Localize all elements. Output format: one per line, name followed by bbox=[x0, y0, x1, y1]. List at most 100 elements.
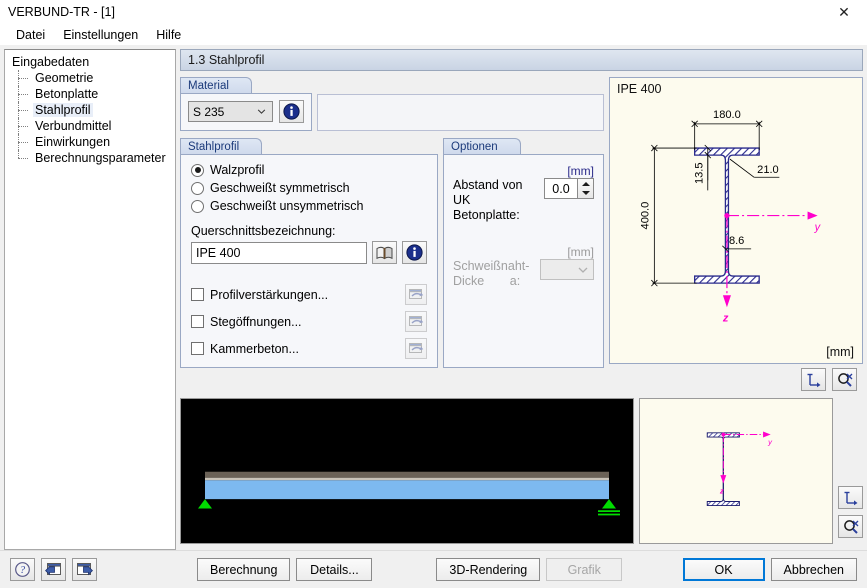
weld-field-row: Schweißnaht- Dicke a: bbox=[453, 259, 594, 289]
menu-item-hilfe[interactable]: Hilfe bbox=[156, 27, 182, 42]
tree-item-label: Verbundmittel bbox=[35, 119, 112, 133]
axis-system: y z bbox=[719, 431, 773, 496]
weld-thickness-select bbox=[540, 259, 594, 280]
tree-item-label: Betonplatte bbox=[35, 87, 99, 101]
sidebar-item-stahlprofil[interactable]: Stahlprofil bbox=[9, 102, 175, 118]
dimension-width bbox=[691, 120, 763, 151]
material-empty-panel bbox=[317, 94, 604, 131]
material-select-value: S 235 bbox=[193, 104, 225, 119]
radio-walzprofil[interactable]: Walzprofil bbox=[191, 163, 427, 177]
cross-section-library-button[interactable] bbox=[372, 241, 397, 264]
material-select[interactable]: S 235 bbox=[188, 101, 273, 122]
section-dimension-toggle-button[interactable] bbox=[838, 486, 863, 509]
ok-button[interactable]: OK bbox=[682, 558, 765, 581]
rendering-3d-button[interactable]: 3D-Rendering bbox=[436, 558, 541, 581]
checkbox-row-profilverstaerkungen: Profilverstärkungen... bbox=[191, 284, 427, 305]
radio-geschweisst-unsymmetrisch[interactable]: Geschweißt unsymmetrisch bbox=[191, 199, 427, 213]
weld-label-line2: Dicke bbox=[453, 274, 485, 288]
sidebar-item-geometrie[interactable]: Geometrie bbox=[9, 70, 175, 86]
beam-render-view[interactable] bbox=[180, 398, 634, 544]
section-preview-drawing: y z bbox=[706, 431, 773, 507]
section-preview-wrap: y z bbox=[639, 398, 863, 544]
previous-window-icon bbox=[45, 563, 61, 576]
tree-item-label: Einwirkungen bbox=[35, 135, 111, 149]
info-icon bbox=[406, 244, 423, 261]
main-body: Eingabedaten Geometrie Betonplatte Stahl… bbox=[0, 45, 867, 550]
distance-field-row: Abstand von UK Betonplatte: bbox=[453, 178, 594, 223]
radio-indicator bbox=[191, 199, 204, 213]
section-preview-toolbar bbox=[838, 398, 863, 544]
axis-system: y z bbox=[722, 211, 822, 324]
sidebar-item-betonplatte[interactable]: Betonplatte bbox=[9, 86, 175, 102]
dimension-width-label: 180.0 bbox=[713, 109, 741, 121]
menu-item-datei[interactable]: Datei bbox=[16, 27, 46, 42]
berechnung-button[interactable]: Berechnung bbox=[197, 558, 291, 581]
tree-item-label: Stahlprofil bbox=[33, 103, 93, 117]
distance-stepper[interactable] bbox=[544, 178, 594, 199]
checkbox-profilverstaerkungen[interactable] bbox=[191, 288, 204, 301]
help-button[interactable]: ? bbox=[10, 558, 35, 581]
radio-indicator bbox=[191, 181, 204, 195]
edit-stegoeffnungen-button[interactable] bbox=[405, 311, 427, 332]
edit-dialog-icon bbox=[408, 343, 423, 353]
cancel-button[interactable]: Abbrechen bbox=[770, 558, 857, 581]
material-group-body: S 235 bbox=[180, 93, 312, 131]
steel-profile-group-header: Stahlprofil bbox=[180, 138, 263, 155]
title-bar: VERBUND-TR - [1] ✕ bbox=[0, 0, 867, 24]
checkbox-label: Stegöffnungen... bbox=[210, 314, 302, 329]
checkbox-kammerbeton[interactable] bbox=[191, 342, 204, 355]
close-icon[interactable]: ✕ bbox=[838, 3, 850, 20]
sidebar-item-verbundmittel[interactable]: Verbundmittel bbox=[9, 118, 175, 134]
info-icon bbox=[283, 103, 300, 120]
previous-window-button[interactable] bbox=[41, 558, 66, 581]
bottom-toolbar: ? Berechnung Details... 3D-Rendering Gra… bbox=[0, 550, 867, 588]
radio-geschweisst-symmetrisch[interactable]: Geschweißt symmetrisch bbox=[191, 181, 427, 195]
upper-area: Material S 235 bbox=[180, 71, 863, 392]
menu-item-einstellungen[interactable]: Einstellungen bbox=[63, 27, 139, 42]
distance-input[interactable] bbox=[544, 178, 577, 199]
edit-profilverstaerkungen-button[interactable] bbox=[405, 284, 427, 305]
svg-text:?: ? bbox=[20, 565, 25, 576]
profile-zoom-reset-button[interactable] bbox=[832, 368, 857, 392]
tree-item-label: Geometrie bbox=[35, 71, 94, 85]
stepper-arrows[interactable] bbox=[577, 178, 594, 199]
details-button[interactable]: Details... bbox=[296, 558, 373, 581]
sidebar-item-berechnungsparameter[interactable]: Berechnungsparameter bbox=[9, 150, 175, 166]
section-zoom-reset-button[interactable] bbox=[838, 515, 863, 538]
profile-preview-title: IPE 400 bbox=[617, 82, 662, 96]
cross-section-input[interactable] bbox=[191, 241, 367, 264]
stepper-up-icon[interactable] bbox=[581, 181, 590, 186]
checkbox-label: Kammerbeton... bbox=[210, 341, 299, 356]
distance-label-line2: Betonplatte: bbox=[453, 208, 520, 222]
profile-preview-frame[interactable]: IPE 400 [mm] bbox=[609, 77, 863, 365]
steel-profile-group-body: Walzprofil Geschweißt symmetrisch Geschw… bbox=[180, 154, 438, 368]
axis-label-y: y bbox=[814, 222, 822, 234]
material-info-button[interactable] bbox=[279, 100, 304, 123]
section-preview-view[interactable]: y z bbox=[639, 398, 833, 544]
dimension-height-label: 400.0 bbox=[639, 202, 651, 230]
stepper-down-icon[interactable] bbox=[581, 191, 590, 196]
axis-label-z: z bbox=[719, 487, 724, 496]
dimension-toggle-icon bbox=[807, 373, 820, 387]
sidebar-item-einwirkungen[interactable]: Einwirkungen bbox=[9, 134, 175, 150]
next-window-button[interactable] bbox=[72, 558, 97, 581]
cross-section-info-button[interactable] bbox=[402, 241, 427, 264]
tree-root-eingabedaten[interactable]: Eingabedaten bbox=[12, 55, 90, 69]
material-group: Material S 235 bbox=[180, 77, 312, 131]
profile-preview-column: IPE 400 [mm] bbox=[609, 77, 863, 392]
settings-row: Stahlprofil Walzprofil Geschweißt symmet… bbox=[180, 138, 604, 368]
dimension-radius-label: 21.0 bbox=[757, 164, 779, 176]
edit-kammerbeton-button[interactable] bbox=[405, 338, 427, 359]
radio-label: Geschweißt symmetrisch bbox=[210, 181, 350, 195]
cross-section-label: Querschnittsbezeichnung: bbox=[191, 224, 336, 238]
options-group: Optionen [mm] Abstand von UK Betonplatte… bbox=[443, 138, 604, 368]
menu-bar: Datei Einstellungen Hilfe bbox=[0, 24, 867, 45]
edit-dialog-icon bbox=[408, 316, 423, 326]
axis-label-y: y bbox=[767, 438, 773, 447]
checkbox-stegoeffnungen[interactable] bbox=[191, 315, 204, 328]
help-icon: ? bbox=[15, 562, 30, 577]
profile-dimension-toggle-button[interactable] bbox=[801, 368, 826, 392]
dimension-flange bbox=[704, 144, 712, 191]
chevron-down-icon bbox=[257, 108, 266, 114]
